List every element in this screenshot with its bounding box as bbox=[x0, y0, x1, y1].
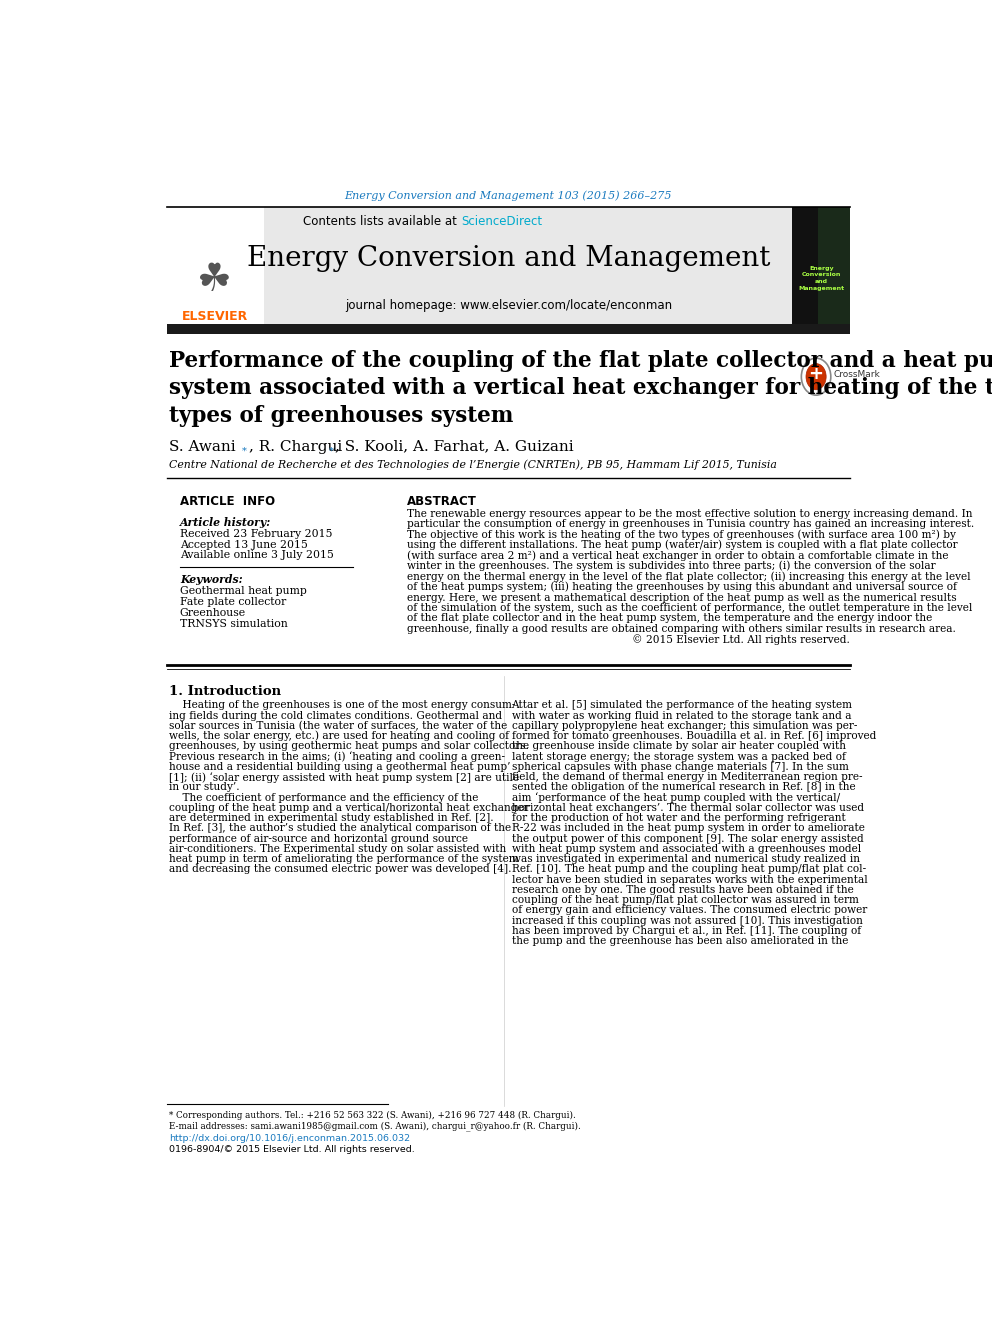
Text: R-22 was included in the heat pump system in order to ameliorate: R-22 was included in the heat pump syste… bbox=[512, 823, 864, 833]
Text: winter in the greenhouses. The system is subdivides into three parts; (i) the co: winter in the greenhouses. The system is… bbox=[407, 561, 935, 572]
Text: the output power of this component [9]. The solar energy assisted: the output power of this component [9]. … bbox=[512, 833, 863, 844]
Text: Keywords:: Keywords: bbox=[180, 574, 242, 585]
Text: for the production of hot water and the performing refrigerant: for the production of hot water and the … bbox=[512, 814, 845, 823]
Text: the greenhouse inside climate by solar air heater coupled with: the greenhouse inside climate by solar a… bbox=[512, 741, 845, 751]
Text: spherical capsules with phase change materials [7]. In the sum: spherical capsules with phase change mat… bbox=[512, 762, 848, 771]
Text: energy. Here, we present a mathematical description of the heat pump as well as : energy. Here, we present a mathematical … bbox=[407, 593, 956, 602]
Text: with water as working fluid in related to the storage tank and a: with water as working fluid in related t… bbox=[512, 710, 851, 721]
Ellipse shape bbox=[806, 364, 826, 390]
Text: capillary polypropylene heat exchanger; this simulation was per-: capillary polypropylene heat exchanger; … bbox=[512, 721, 857, 730]
Text: Ref. [10]. The heat pump and the coupling heat pump/flat plat col-: Ref. [10]. The heat pump and the couplin… bbox=[512, 864, 866, 875]
Text: E-mail addresses: sami.awani1985@gmail.com (S. Awani), chargui_r@yahoo.fr (R. Ch: E-mail addresses: sami.awani1985@gmail.c… bbox=[169, 1121, 580, 1131]
Text: and decreasing the consumed electric power was developed [4].: and decreasing the consumed electric pow… bbox=[169, 864, 512, 875]
Text: Energy Conversion and Management: Energy Conversion and Management bbox=[247, 245, 770, 273]
Text: heat pump in term of ameliorating the performance of the system: heat pump in term of ameliorating the pe… bbox=[169, 855, 519, 864]
Text: increased if this coupling was not assured [10]. This investigation: increased if this coupling was not assur… bbox=[512, 916, 862, 926]
Text: Centre National de Recherche et des Technologies de l’Energie (CNRTEn), PB 95, H: Centre National de Recherche et des Tech… bbox=[169, 459, 777, 470]
Text: using the different installations. The heat pump (water/air) system is coupled w: using the different installations. The h… bbox=[407, 540, 957, 550]
Text: Performance of the coupling of the flat plate collector and a heat pump: Performance of the coupling of the flat … bbox=[169, 349, 992, 372]
Text: energy on the thermal energy in the level of the flat plate collector; (ii) incr: energy on the thermal energy in the leve… bbox=[407, 572, 970, 582]
Text: , S. Kooli, A. Farhat, A. Guizani: , S. Kooli, A. Farhat, A. Guizani bbox=[335, 439, 573, 454]
Text: sented the obligation of the numerical research in Ref. [8] in the: sented the obligation of the numerical r… bbox=[512, 782, 855, 792]
Text: © 2015 Elsevier Ltd. All rights reserved.: © 2015 Elsevier Ltd. All rights reserved… bbox=[632, 634, 850, 644]
Text: journal homepage: www.elsevier.com/locate/enconman: journal homepage: www.elsevier.com/locat… bbox=[345, 299, 672, 311]
Text: The objective of this work is the heating of the two types of greenhouses (with : The objective of this work is the heatin… bbox=[407, 529, 955, 540]
Text: Previous research in the aims; (i) ‘heating and cooling a green-: Previous research in the aims; (i) ‘heat… bbox=[169, 751, 505, 762]
Text: Greenhouse: Greenhouse bbox=[180, 609, 246, 618]
Text: of the heat pumps system; (iii) heating the greenhouses by using this abundant a: of the heat pumps system; (iii) heating … bbox=[407, 582, 956, 593]
Text: Contents lists available at: Contents lists available at bbox=[304, 216, 457, 229]
Text: Article history:: Article history: bbox=[180, 517, 271, 528]
Text: the pump and the greenhouse has been also ameliorated in the: the pump and the greenhouse has been als… bbox=[512, 935, 848, 946]
Text: In Ref. [3], the author’s studied the analytical comparison of the: In Ref. [3], the author’s studied the an… bbox=[169, 823, 511, 833]
Text: with heat pump system and associated with a greenhouses model: with heat pump system and associated wit… bbox=[512, 844, 861, 853]
Text: The renewable energy resources appear to be the most effective solution to energ: The renewable energy resources appear to… bbox=[407, 509, 972, 519]
Text: http://dx.doi.org/10.1016/j.enconman.2015.06.032: http://dx.doi.org/10.1016/j.enconman.201… bbox=[169, 1134, 410, 1143]
Bar bbox=[817, 208, 850, 324]
Text: *: * bbox=[242, 447, 247, 455]
Text: was investigated in experimental and numerical study realized in: was investigated in experimental and num… bbox=[512, 855, 859, 864]
Text: field, the demand of thermal energy in Mediterranean region pre-: field, the demand of thermal energy in M… bbox=[512, 773, 862, 782]
Text: * Corresponding authors. Tel.: +216 52 563 322 (S. Awani), +216 96 727 448 (R. C: * Corresponding authors. Tel.: +216 52 5… bbox=[169, 1111, 575, 1121]
Text: horizontal heat exchangers’. The thermal solar collector was used: horizontal heat exchangers’. The thermal… bbox=[512, 803, 864, 812]
Text: , R. Chargui: , R. Chargui bbox=[249, 439, 347, 454]
Text: coupling of the heat pump and a vertical/horizontal heat exchanger: coupling of the heat pump and a vertical… bbox=[169, 803, 529, 812]
Bar bbox=[167, 208, 264, 324]
Text: in our study’.: in our study’. bbox=[169, 782, 240, 792]
Text: formed for tomato greenhouses. Bouadilla et al. in Ref. [6] improved: formed for tomato greenhouses. Bouadilla… bbox=[512, 732, 876, 741]
Text: CrossMark: CrossMark bbox=[834, 370, 881, 378]
Text: (with surface area 2 m²) and a vertical heat exchanger in order to obtain a comf: (with surface area 2 m²) and a vertical … bbox=[407, 550, 948, 561]
Text: types of greenhouses system: types of greenhouses system bbox=[169, 405, 513, 427]
Text: [1]; (ii) ‘solar energy assisted with heat pump system [2] are utile: [1]; (ii) ‘solar energy assisted with he… bbox=[169, 771, 519, 782]
Text: aim ‘performance of the heat pump coupled with the vertical/: aim ‘performance of the heat pump couple… bbox=[512, 792, 839, 803]
Text: Accepted 13 June 2015: Accepted 13 June 2015 bbox=[180, 540, 308, 549]
Text: of the simulation of the system, such as the coefficient of performance, the out: of the simulation of the system, such as… bbox=[407, 603, 972, 613]
Text: S. Awani: S. Awani bbox=[169, 439, 240, 454]
Text: greenhouse, finally a good results are obtained comparing with others similar re: greenhouse, finally a good results are o… bbox=[407, 624, 955, 634]
Text: 1. Introduction: 1. Introduction bbox=[169, 685, 281, 699]
Bar bbox=[167, 208, 850, 324]
Text: air-conditioners. The Experimental study on solar assisted with: air-conditioners. The Experimental study… bbox=[169, 844, 506, 853]
Text: Geothermal heat pump: Geothermal heat pump bbox=[180, 586, 307, 597]
Text: Heating of the greenhouses is one of the most energy consum-: Heating of the greenhouses is one of the… bbox=[169, 700, 515, 710]
Bar bbox=[792, 208, 850, 324]
Text: Available online 3 July 2015: Available online 3 July 2015 bbox=[180, 550, 333, 561]
Text: 0196-8904/© 2015 Elsevier Ltd. All rights reserved.: 0196-8904/© 2015 Elsevier Ltd. All right… bbox=[169, 1146, 415, 1154]
Text: +: + bbox=[808, 365, 823, 384]
Text: of the flat plate collector and in the heat pump system, the temperature and the: of the flat plate collector and in the h… bbox=[407, 614, 932, 623]
Text: particular the consumption of energy in greenhouses in Tunisia country has gaine: particular the consumption of energy in … bbox=[407, 519, 974, 529]
Text: *: * bbox=[328, 447, 333, 455]
Text: ABSTRACT: ABSTRACT bbox=[407, 495, 477, 508]
Text: of energy gain and efficiency values. The consumed electric power: of energy gain and efficiency values. Th… bbox=[512, 905, 867, 916]
Bar bbox=[167, 324, 850, 335]
Text: lector have been studied in separates works with the experimental: lector have been studied in separates wo… bbox=[512, 875, 867, 885]
Text: coupling of the heat pump/flat plat collector was assured in term: coupling of the heat pump/flat plat coll… bbox=[512, 896, 858, 905]
Text: ARTICLE  INFO: ARTICLE INFO bbox=[180, 495, 275, 508]
Text: system associated with a vertical heat exchanger for heating of the two: system associated with a vertical heat e… bbox=[169, 377, 992, 400]
Text: Fate plate collector: Fate plate collector bbox=[180, 597, 286, 607]
Text: has been improved by Chargui et al., in Ref. [11]. The coupling of: has been improved by Chargui et al., in … bbox=[512, 926, 861, 935]
Text: The coefficient of performance and the efficiency of the: The coefficient of performance and the e… bbox=[169, 792, 478, 803]
Text: TRNSYS simulation: TRNSYS simulation bbox=[180, 619, 288, 628]
Text: ELSEVIER: ELSEVIER bbox=[182, 310, 248, 323]
Text: Energy
Conversion
and
Management: Energy Conversion and Management bbox=[799, 266, 844, 291]
Text: ScienceDirect: ScienceDirect bbox=[461, 216, 543, 229]
Text: are determined in experimental study established in Ref. [2].: are determined in experimental study est… bbox=[169, 814, 494, 823]
Text: house and a residential building using a geothermal heat pump’: house and a residential building using a… bbox=[169, 762, 511, 771]
Text: Energy Conversion and Management 103 (2015) 266–275: Energy Conversion and Management 103 (20… bbox=[344, 191, 673, 201]
Text: performance of air-source and horizontal ground source: performance of air-source and horizontal… bbox=[169, 833, 468, 844]
Text: greenhouses, by using geothermic heat pumps and solar collectors.: greenhouses, by using geothermic heat pu… bbox=[169, 741, 529, 751]
Text: Attar et al. [5] simulated the performance of the heating system: Attar et al. [5] simulated the performan… bbox=[512, 700, 852, 710]
Text: latent storage energy; the storage system was a packed bed of: latent storage energy; the storage syste… bbox=[512, 751, 845, 762]
Text: Received 23 February 2015: Received 23 February 2015 bbox=[180, 529, 332, 538]
Text: solar sources in Tunisia (the water of surfaces, the water of the: solar sources in Tunisia (the water of s… bbox=[169, 721, 507, 732]
Text: ing fields during the cold climates conditions. Geothermal and: ing fields during the cold climates cond… bbox=[169, 710, 502, 721]
Text: research one by one. The good results have been obtained if the: research one by one. The good results ha… bbox=[512, 885, 853, 894]
Text: wells, the solar energy, etc.) are used for heating and cooling of: wells, the solar energy, etc.) are used … bbox=[169, 730, 509, 741]
Text: ☘: ☘ bbox=[197, 262, 232, 299]
